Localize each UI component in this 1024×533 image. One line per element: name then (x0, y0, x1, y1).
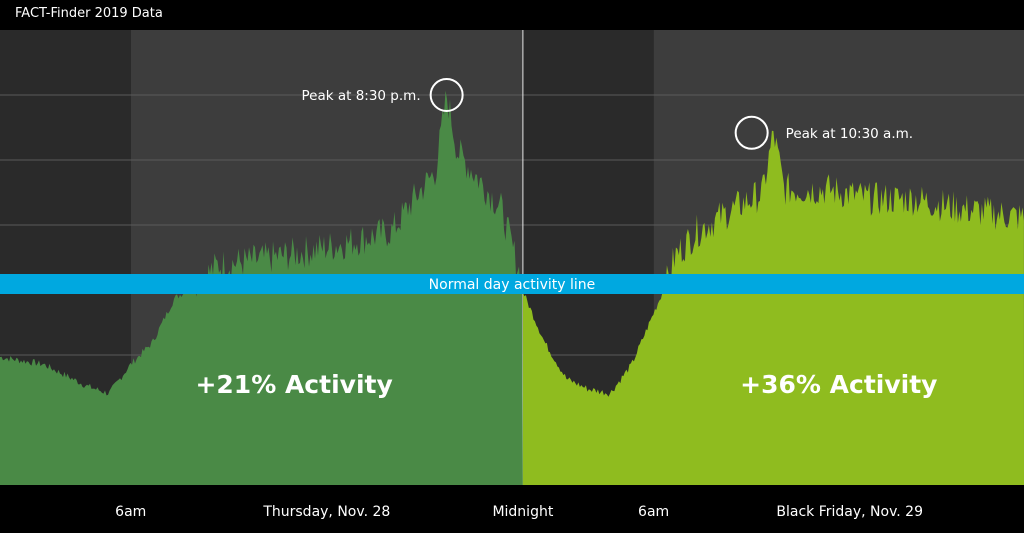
x-tick-label: Thursday, Nov. 28 (262, 504, 390, 520)
thursday-activity-change: +21% Activity (195, 370, 392, 399)
friday-peak-label: Peak at 10:30 a.m. (786, 126, 913, 142)
thursday-peak-circle (429, 78, 464, 112)
normal-activity-line (0, 274, 1024, 294)
friday-activity-change: +36% Activity (740, 370, 937, 399)
chart-title: FACT-Finder 2019 Data (15, 6, 163, 21)
x-tick-label: Midnight (492, 504, 553, 520)
activity-area-black-friday (522, 130, 1024, 485)
x-tick-label: 6am (115, 504, 146, 520)
thursday-peak-label: Peak at 8:30 p.m. (302, 88, 421, 104)
normal-activity-label: Normal day activity line (429, 277, 596, 293)
x-tick-label: 6am (638, 504, 669, 520)
friday-peak-circle (734, 115, 769, 150)
x-tick-label: Black Friday, Nov. 29 (776, 504, 923, 520)
